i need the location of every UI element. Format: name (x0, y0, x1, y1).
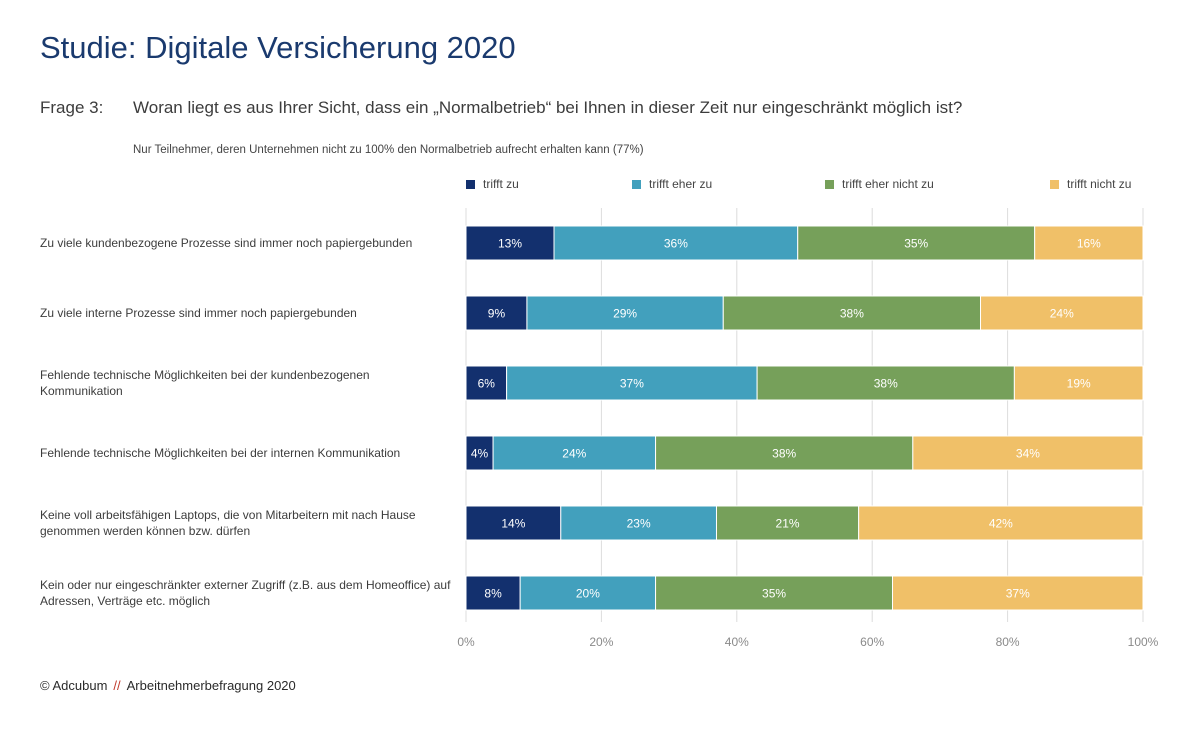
bar-data-label: 8% (484, 587, 502, 601)
bar-data-label: 36% (664, 237, 688, 251)
bar-data-label: 21% (776, 517, 800, 531)
bar-segment (1013, 365, 1144, 401)
bar-segment (1034, 225, 1144, 261)
bar-data-label: 29% (613, 307, 637, 321)
bar-segment (465, 435, 494, 471)
bar-data-label: 37% (620, 377, 644, 391)
legend-item: trifft eher zu (632, 176, 712, 192)
bar-data-label: 13% (498, 237, 522, 251)
category-label: Fehlende technische Möglichkeiten bei de… (40, 368, 370, 398)
bar-data-label: 35% (904, 237, 928, 251)
bar-data-label: 24% (1050, 307, 1074, 321)
bar-segment (756, 365, 1015, 401)
bar-segment (560, 505, 717, 541)
footer-source: Arbeitnehmerbefragung 2020 (126, 678, 296, 693)
page-title: Studie: Digitale Versicherung 2020 (40, 30, 516, 65)
bar-segment (655, 435, 914, 471)
bar-data-label: 38% (772, 447, 796, 461)
legend-label: trifft zu (483, 177, 519, 191)
bar-segment (553, 225, 799, 261)
legend-swatch (466, 179, 475, 189)
x-tick-label: 100% (1127, 635, 1159, 649)
footer: © Adcubum // Arbeitnehmerbefragung 2020 (40, 678, 296, 693)
category-label: Kein oder nur eingeschränkter externer Z… (40, 578, 451, 608)
bar-segment (519, 575, 657, 611)
legend-item: trifft eher nicht zu (825, 176, 934, 192)
question-text: Woran liegt es aus Ihrer Sicht, dass ein… (133, 98, 963, 117)
legend-swatch (1050, 179, 1059, 189)
x-tick-label: 80% (995, 635, 1020, 649)
legend-item: trifft nicht zu (1050, 176, 1131, 192)
legend-item: trifft zu (466, 176, 519, 192)
footer-copyright: © Adcubum (40, 678, 108, 693)
bar-segment (912, 435, 1144, 471)
bar-data-label: 35% (762, 587, 786, 601)
bar-data-label: 4% (471, 447, 489, 461)
bar-segment (715, 505, 860, 541)
bar-segment (797, 225, 1036, 261)
bar-data-label: 20% (576, 587, 600, 601)
bar-data-label: 6% (478, 377, 496, 391)
bar-data-label: 37% (1006, 587, 1030, 601)
bar-data-label: 34% (1016, 447, 1040, 461)
legend-label: trifft nicht zu (1067, 177, 1132, 191)
x-tick-label: 60% (860, 635, 885, 649)
x-tick-label: 40% (724, 635, 749, 649)
bar-segment (492, 435, 657, 471)
category-label: Keine voll arbeitsfähigen Laptops, die v… (40, 508, 416, 538)
bar-data-label: 23% (627, 517, 651, 531)
bar-segment (465, 575, 521, 611)
bar-segment (892, 575, 1144, 611)
bar-segment (465, 365, 508, 401)
bar-segment (465, 295, 528, 331)
bar-data-label: 9% (488, 307, 506, 321)
bar-segment (655, 575, 894, 611)
bar-segment (506, 365, 758, 401)
bar-data-label: 38% (840, 307, 864, 321)
category-label: Fehlende technische Möglichkeiten bei de… (40, 446, 401, 460)
bar-data-label: 42% (989, 517, 1013, 531)
legend-label: trifft eher nicht zu (842, 177, 934, 191)
bar-data-label: 14% (501, 517, 525, 531)
bar-segment (722, 295, 982, 331)
legend-swatch (632, 179, 641, 189)
question-label: Frage 3: (40, 98, 104, 117)
chart-subtitle: Nur Teilnehmer, deren Unternehmen nicht … (133, 144, 644, 156)
bar-data-label: 16% (1077, 237, 1101, 251)
x-tick-label: 20% (589, 635, 614, 649)
category-label: Zu viele kundenbezogene Prozesse sind im… (40, 236, 413, 250)
x-tick-label: 0% (457, 635, 475, 649)
bar-segment (858, 505, 1144, 541)
footer-separator: // (113, 678, 121, 693)
legend-label: trifft eher zu (649, 177, 713, 191)
bar-data-label: 24% (562, 447, 586, 461)
bar-data-label: 19% (1067, 377, 1091, 391)
bar-segment (980, 295, 1144, 331)
bar-data-label: 38% (874, 377, 898, 391)
bar-segment (526, 295, 724, 331)
legend-swatch (825, 179, 834, 189)
category-label: Zu viele interne Prozesse sind immer noc… (40, 306, 357, 320)
bar-segment (465, 505, 562, 541)
